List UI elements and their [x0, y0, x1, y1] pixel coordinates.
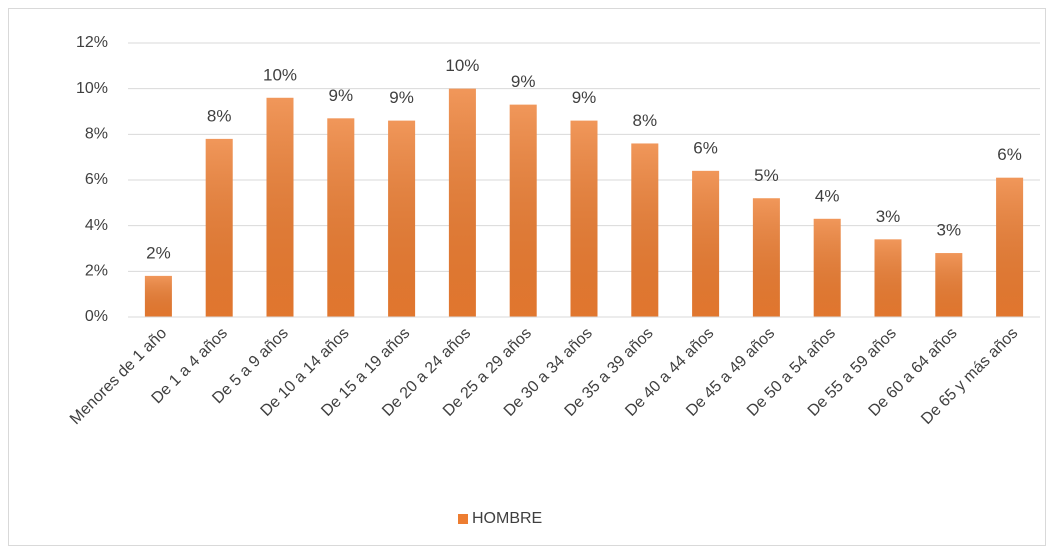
bar-shade	[631, 143, 659, 317]
y-tick-label: 10%	[76, 80, 108, 97]
bar-shade	[205, 138, 233, 317]
bar-shade	[813, 218, 841, 317]
bar-shade	[448, 88, 476, 318]
bar-shade	[692, 170, 720, 317]
y-tick-label: 2%	[85, 263, 108, 280]
legend-label: HOMBRE	[472, 510, 542, 527]
bar-shade	[388, 120, 416, 317]
bar-shade	[509, 104, 537, 318]
bar-shade	[327, 118, 355, 317]
bar-shade	[874, 239, 902, 317]
legend-swatch	[458, 514, 468, 524]
data-label: 2%	[146, 243, 171, 262]
data-label: 9%	[389, 88, 414, 107]
data-label: 5%	[754, 166, 779, 185]
data-label: 9%	[511, 72, 536, 91]
data-label: 9%	[572, 88, 597, 107]
data-label: 8%	[633, 111, 658, 130]
data-label: 6%	[997, 145, 1022, 164]
data-label: 3%	[876, 207, 901, 226]
bar-shade	[996, 177, 1024, 317]
bar-shade	[935, 253, 963, 317]
data-label: 9%	[329, 86, 354, 105]
bar-shade	[144, 275, 172, 317]
data-label: 10%	[445, 56, 479, 75]
data-label: 10%	[263, 65, 297, 84]
y-tick-label: 12%	[76, 34, 108, 51]
bar-shade	[570, 120, 598, 317]
data-label: 4%	[815, 186, 840, 205]
bar-shade	[266, 97, 294, 317]
y-tick-label: 6%	[85, 171, 108, 188]
bar-shade	[752, 198, 780, 317]
data-label: 8%	[207, 106, 232, 125]
data-label: 3%	[937, 221, 962, 240]
y-tick-label: 0%	[85, 308, 108, 325]
y-tick-label: 8%	[85, 126, 108, 143]
data-label: 6%	[693, 138, 718, 157]
y-tick-label: 4%	[85, 217, 108, 234]
